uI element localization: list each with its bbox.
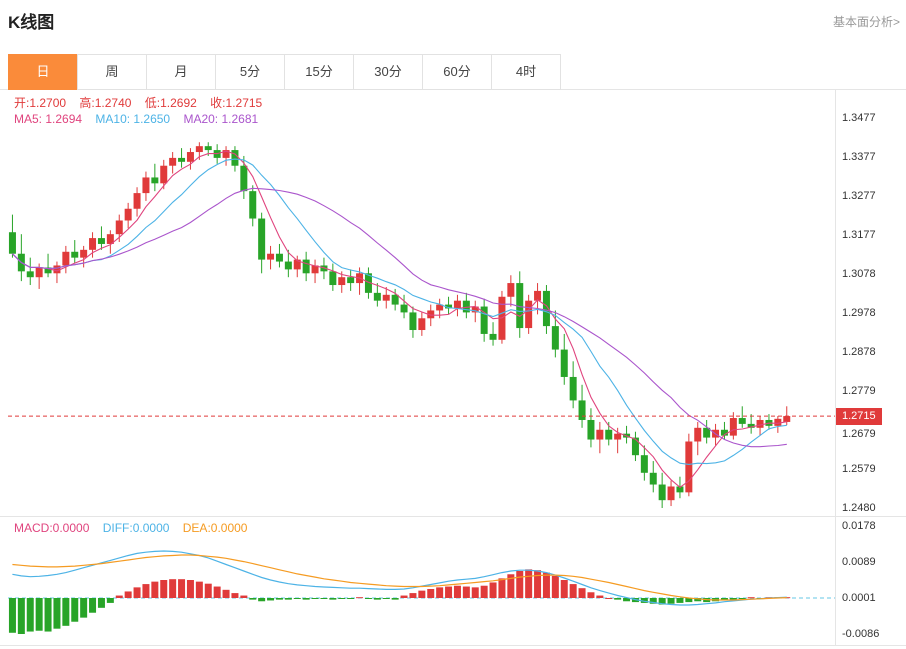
macd-axis-label: 0.0178 [842, 520, 876, 532]
price-axis-label: 1.2579 [842, 463, 876, 475]
macd-axis-label: 0.0001 [842, 592, 876, 604]
panel-divider [0, 516, 906, 517]
price-axis-label: 1.3177 [842, 229, 876, 241]
macd-axis-label: -0.0086 [842, 628, 880, 640]
price-axis-label: 1.2679 [842, 428, 876, 440]
price-axis-label: 1.2978 [842, 307, 876, 319]
tab-monthly[interactable]: 月 [146, 54, 216, 90]
tab-5min[interactable]: 5分 [215, 54, 285, 90]
tab-daily[interactable]: 日 [8, 54, 78, 90]
current-price-tag: 1.2715 [836, 408, 882, 425]
macd-legend: MACD:0.0000 DIFF:0.0000 DEA:0.0000 [14, 521, 248, 535]
price-axis-label: 1.3377 [842, 151, 876, 163]
ma-legend: MA5: 1.2694 MA10: 1.2650 MA20: 1.2681 [14, 112, 259, 126]
tab-4hour[interactable]: 4时 [491, 54, 561, 90]
price-axis-label: 1.2878 [842, 346, 876, 358]
macd-axis-label: 0.0089 [842, 556, 876, 568]
tab-60min[interactable]: 60分 [422, 54, 492, 90]
price-axis-label: 1.3477 [842, 112, 876, 124]
ohlc-legend: 开:1.2700 高:1.2740 低:1.2692 收:1.2715 [14, 96, 263, 110]
tab-30min[interactable]: 30分 [353, 54, 423, 90]
price-axis-label: 1.3277 [842, 190, 876, 202]
bottom-border [0, 645, 906, 646]
interval-tabs: 日 周 月 5分 15分 30分 60分 4时 [8, 54, 561, 90]
fundamental-analysis-link[interactable]: 基本面分析> [832, 15, 900, 29]
tab-weekly[interactable]: 周 [77, 54, 147, 90]
price-axis-label: 1.2480 [842, 502, 876, 514]
page-title: K线图 [8, 13, 55, 32]
price-axis-label: 1.2779 [842, 385, 876, 397]
tab-15min[interactable]: 15分 [284, 54, 354, 90]
price-axis-label: 1.3078 [842, 268, 876, 280]
axis-divider [835, 89, 836, 646]
